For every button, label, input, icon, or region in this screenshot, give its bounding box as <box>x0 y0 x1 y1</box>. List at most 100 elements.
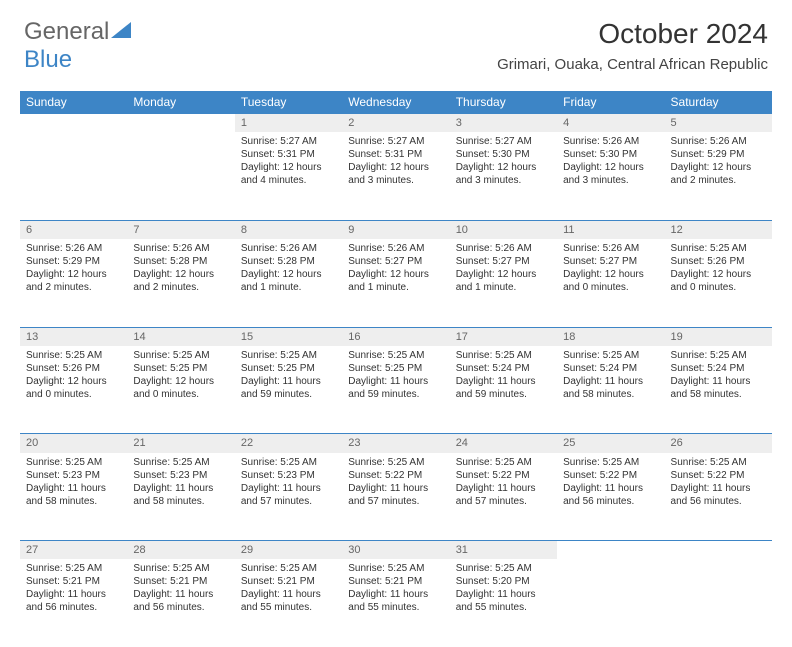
sunset-text: Sunset: 5:25 PM <box>133 362 228 375</box>
daylight2-text: and 1 minute. <box>456 281 551 294</box>
day-number: 17 <box>450 327 557 346</box>
daylight2-text: and 1 minute. <box>241 281 336 294</box>
header: General October 2024 Grimari, Ouaka, Cen… <box>0 0 792 81</box>
day-cell: Sunrise: 5:25 AMSunset: 5:21 PMDaylight:… <box>235 559 342 647</box>
day-number: 1 <box>235 114 342 133</box>
day-number: 4 <box>557 114 664 133</box>
day-details: Sunrise: 5:26 AMSunset: 5:27 PMDaylight:… <box>342 239 449 300</box>
daylight2-text: and 0 minutes. <box>671 281 766 294</box>
daylight2-text: and 56 minutes. <box>26 601 121 614</box>
day-details: Sunrise: 5:26 AMSunset: 5:27 PMDaylight:… <box>450 239 557 300</box>
sunrise-text: Sunrise: 5:27 AM <box>241 135 336 148</box>
day-number <box>665 541 772 560</box>
daylight2-text: and 59 minutes. <box>348 388 443 401</box>
sunrise-text: Sunrise: 5:25 AM <box>133 456 228 469</box>
day-details: Sunrise: 5:25 AMSunset: 5:26 PMDaylight:… <box>20 346 127 407</box>
day-number: 8 <box>235 220 342 239</box>
day-cell: Sunrise: 5:25 AMSunset: 5:22 PMDaylight:… <box>450 453 557 541</box>
daylight1-text: Daylight: 12 hours <box>133 375 228 388</box>
day-details: Sunrise: 5:25 AMSunset: 5:26 PMDaylight:… <box>665 239 772 300</box>
daylight1-text: Daylight: 11 hours <box>241 482 336 495</box>
sunset-text: Sunset: 5:27 PM <box>563 255 658 268</box>
day-details: Sunrise: 5:26 AMSunset: 5:30 PMDaylight:… <box>557 132 664 193</box>
sunrise-text: Sunrise: 5:25 AM <box>671 242 766 255</box>
sunrise-text: Sunrise: 5:25 AM <box>241 349 336 362</box>
sunrise-text: Sunrise: 5:26 AM <box>563 242 658 255</box>
day-number: 7 <box>127 220 234 239</box>
daylight2-text: and 57 minutes. <box>241 495 336 508</box>
day-body-row: Sunrise: 5:26 AMSunset: 5:29 PMDaylight:… <box>20 239 772 327</box>
day-details: Sunrise: 5:25 AMSunset: 5:22 PMDaylight:… <box>557 453 664 514</box>
day-details: Sunrise: 5:25 AMSunset: 5:25 PMDaylight:… <box>127 346 234 407</box>
daylight2-text: and 2 minutes. <box>671 174 766 187</box>
sunrise-text: Sunrise: 5:26 AM <box>563 135 658 148</box>
day-cell: Sunrise: 5:27 AMSunset: 5:30 PMDaylight:… <box>450 132 557 220</box>
daylight1-text: Daylight: 11 hours <box>456 375 551 388</box>
day-number <box>127 114 234 133</box>
day-details: Sunrise: 5:25 AMSunset: 5:21 PMDaylight:… <box>342 559 449 620</box>
sunset-text: Sunset: 5:24 PM <box>563 362 658 375</box>
sunrise-text: Sunrise: 5:26 AM <box>348 242 443 255</box>
day-cell: Sunrise: 5:25 AMSunset: 5:25 PMDaylight:… <box>127 346 234 434</box>
day-cell: Sunrise: 5:25 AMSunset: 5:26 PMDaylight:… <box>20 346 127 434</box>
daylight2-text: and 58 minutes. <box>671 388 766 401</box>
daylight1-text: Daylight: 12 hours <box>671 161 766 174</box>
sunrise-text: Sunrise: 5:26 AM <box>671 135 766 148</box>
calendar-table: Sunday Monday Tuesday Wednesday Thursday… <box>20 91 772 647</box>
day-cell: Sunrise: 5:26 AMSunset: 5:27 PMDaylight:… <box>557 239 664 327</box>
weekday-header: Tuesday <box>235 91 342 114</box>
sunrise-text: Sunrise: 5:25 AM <box>241 456 336 469</box>
day-details: Sunrise: 5:25 AMSunset: 5:23 PMDaylight:… <box>127 453 234 514</box>
daylight2-text: and 3 minutes. <box>456 174 551 187</box>
day-details: Sunrise: 5:26 AMSunset: 5:28 PMDaylight:… <box>127 239 234 300</box>
day-number: 11 <box>557 220 664 239</box>
day-number: 28 <box>127 541 234 560</box>
day-cell: Sunrise: 5:25 AMSunset: 5:23 PMDaylight:… <box>235 453 342 541</box>
daylight1-text: Daylight: 11 hours <box>456 588 551 601</box>
day-cell <box>20 132 127 220</box>
day-details: Sunrise: 5:25 AMSunset: 5:24 PMDaylight:… <box>450 346 557 407</box>
day-cell: Sunrise: 5:27 AMSunset: 5:31 PMDaylight:… <box>342 132 449 220</box>
sunset-text: Sunset: 5:21 PM <box>26 575 121 588</box>
sunset-text: Sunset: 5:23 PM <box>241 469 336 482</box>
day-number: 16 <box>342 327 449 346</box>
month-title: October 2024 <box>497 18 768 50</box>
sunrise-text: Sunrise: 5:25 AM <box>133 562 228 575</box>
day-cell: Sunrise: 5:25 AMSunset: 5:24 PMDaylight:… <box>665 346 772 434</box>
location: Grimari, Ouaka, Central African Republic <box>497 56 768 73</box>
day-cell <box>127 132 234 220</box>
day-details: Sunrise: 5:25 AMSunset: 5:25 PMDaylight:… <box>235 346 342 407</box>
day-cell: Sunrise: 5:27 AMSunset: 5:31 PMDaylight:… <box>235 132 342 220</box>
day-details: Sunrise: 5:25 AMSunset: 5:21 PMDaylight:… <box>127 559 234 620</box>
day-cell: Sunrise: 5:26 AMSunset: 5:30 PMDaylight:… <box>557 132 664 220</box>
sunset-text: Sunset: 5:25 PM <box>241 362 336 375</box>
sunset-text: Sunset: 5:26 PM <box>671 255 766 268</box>
daylight1-text: Daylight: 11 hours <box>671 482 766 495</box>
sunset-text: Sunset: 5:22 PM <box>456 469 551 482</box>
logo: General <box>24 18 131 46</box>
day-number: 3 <box>450 114 557 133</box>
sunrise-text: Sunrise: 5:25 AM <box>671 349 766 362</box>
day-number: 30 <box>342 541 449 560</box>
day-details: Sunrise: 5:25 AMSunset: 5:21 PMDaylight:… <box>235 559 342 620</box>
day-number: 26 <box>665 434 772 453</box>
sunrise-text: Sunrise: 5:26 AM <box>133 242 228 255</box>
day-number: 10 <box>450 220 557 239</box>
day-details: Sunrise: 5:25 AMSunset: 5:21 PMDaylight:… <box>20 559 127 620</box>
day-cell: Sunrise: 5:25 AMSunset: 5:21 PMDaylight:… <box>342 559 449 647</box>
daylight1-text: Daylight: 11 hours <box>348 375 443 388</box>
day-details: Sunrise: 5:26 AMSunset: 5:29 PMDaylight:… <box>20 239 127 300</box>
day-cell: Sunrise: 5:26 AMSunset: 5:28 PMDaylight:… <box>235 239 342 327</box>
daylight1-text: Daylight: 12 hours <box>348 268 443 281</box>
day-cell: Sunrise: 5:25 AMSunset: 5:22 PMDaylight:… <box>342 453 449 541</box>
sunset-text: Sunset: 5:28 PM <box>241 255 336 268</box>
logo-triangle-icon <box>111 22 131 38</box>
sunset-text: Sunset: 5:31 PM <box>348 148 443 161</box>
sunrise-text: Sunrise: 5:25 AM <box>348 349 443 362</box>
sunrise-text: Sunrise: 5:25 AM <box>456 456 551 469</box>
daylight2-text: and 58 minutes. <box>563 388 658 401</box>
day-details: Sunrise: 5:27 AMSunset: 5:31 PMDaylight:… <box>342 132 449 193</box>
daylight1-text: Daylight: 12 hours <box>348 161 443 174</box>
day-cell: Sunrise: 5:25 AMSunset: 5:22 PMDaylight:… <box>557 453 664 541</box>
day-cell: Sunrise: 5:25 AMSunset: 5:21 PMDaylight:… <box>20 559 127 647</box>
